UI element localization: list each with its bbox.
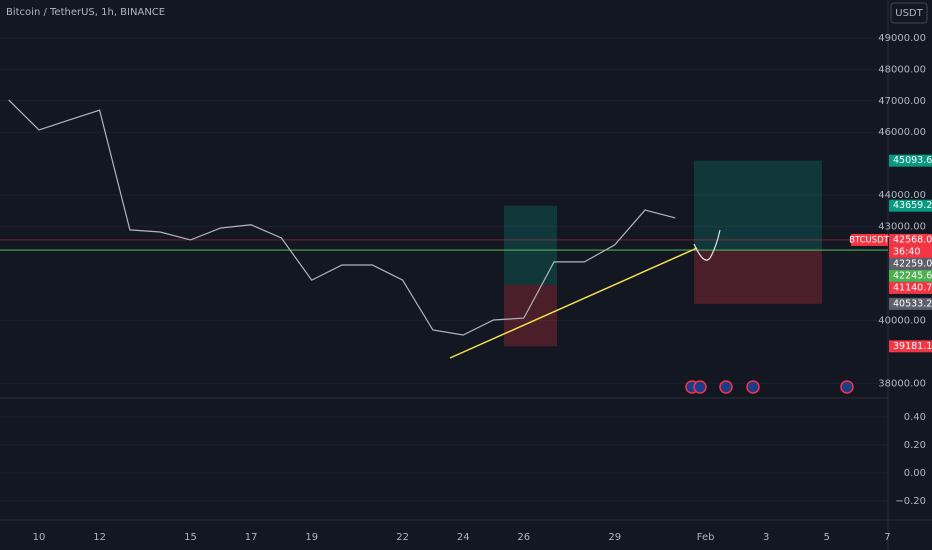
x-tick-label: 26 — [517, 532, 530, 543]
y-tick-label: 43000.00 — [878, 221, 926, 232]
y-tick-label: 48000.00 — [878, 64, 926, 75]
price-label-bg — [889, 269, 932, 282]
x-tick-label: 12 — [93, 532, 106, 543]
currency-button[interactable] — [890, 2, 928, 24]
countdown-bg — [889, 245, 932, 258]
y-tick-label: 47000.00 — [878, 96, 926, 107]
price-label-bg — [889, 257, 932, 270]
price-label: 39181.14 — [893, 341, 932, 352]
price-label: 41140.78 — [893, 282, 932, 293]
event-icon — [840, 380, 854, 394]
price-label: 43659.26 — [893, 200, 932, 211]
price-label-bg — [889, 281, 932, 294]
loss-zone — [504, 284, 557, 347]
y-tick-label: 38000.00 — [878, 378, 926, 389]
price-label-bg — [889, 233, 932, 246]
event-icon — [719, 380, 733, 394]
price-label-bg — [889, 154, 932, 167]
profit-zone — [504, 205, 557, 285]
price-line-series — [8, 99, 676, 336]
y2-tick-label: 0.40 — [904, 412, 926, 423]
trend-line — [449, 247, 698, 359]
x-tick-label: 22 — [396, 532, 409, 543]
symbol-label: BTCUSDT — [849, 235, 890, 245]
price-label: 40533.23 — [893, 298, 932, 309]
price-label: 45093.62 — [893, 155, 932, 166]
price-label-bg — [889, 199, 932, 212]
y-tick-label: 49000.00 — [878, 33, 926, 44]
event-icon — [693, 380, 707, 394]
symbol-label-bg — [851, 233, 888, 246]
y2-tick-label: 0.20 — [904, 440, 926, 451]
x-tick-label: 3 — [763, 532, 769, 543]
y-tick-label: 46000.00 — [878, 127, 926, 138]
loss-zone — [694, 249, 822, 304]
x-tick-label: 29 — [608, 532, 621, 543]
x-tick-label: 7 — [884, 532, 890, 543]
projection-curve — [693, 229, 721, 261]
y2-tick-label: 0.00 — [904, 468, 926, 479]
price-label-bg — [889, 340, 932, 353]
position-tool — [694, 160, 822, 304]
x-tick-label: 24 — [457, 532, 470, 543]
event-icon — [746, 380, 760, 394]
countdown: 36:40 — [893, 246, 920, 257]
price-label: 42245.60 — [893, 270, 932, 281]
x-tick-label: 15 — [184, 532, 197, 543]
price-label-bg — [889, 297, 932, 310]
y-tick-label: 40000.00 — [878, 316, 926, 327]
price-label: 42259.02 — [893, 258, 932, 269]
y2-tick-label: −0.20 — [895, 496, 926, 507]
position-tool — [504, 205, 557, 347]
price-label: 42568.08 — [893, 234, 932, 245]
x-tick-label: 10 — [33, 532, 46, 543]
x-tick-label: 17 — [245, 532, 258, 543]
x-tick-label: 19 — [305, 532, 318, 543]
x-tick-label: 5 — [824, 532, 830, 543]
profit-zone — [694, 160, 822, 250]
chart-title: Bitcoin / TetherUS, 1h, BINANCE — [6, 7, 165, 18]
x-tick-label: Feb — [697, 532, 715, 543]
currency-button-label[interactable]: USDT — [895, 8, 923, 19]
y-tick-label: 44000.00 — [878, 190, 926, 201]
